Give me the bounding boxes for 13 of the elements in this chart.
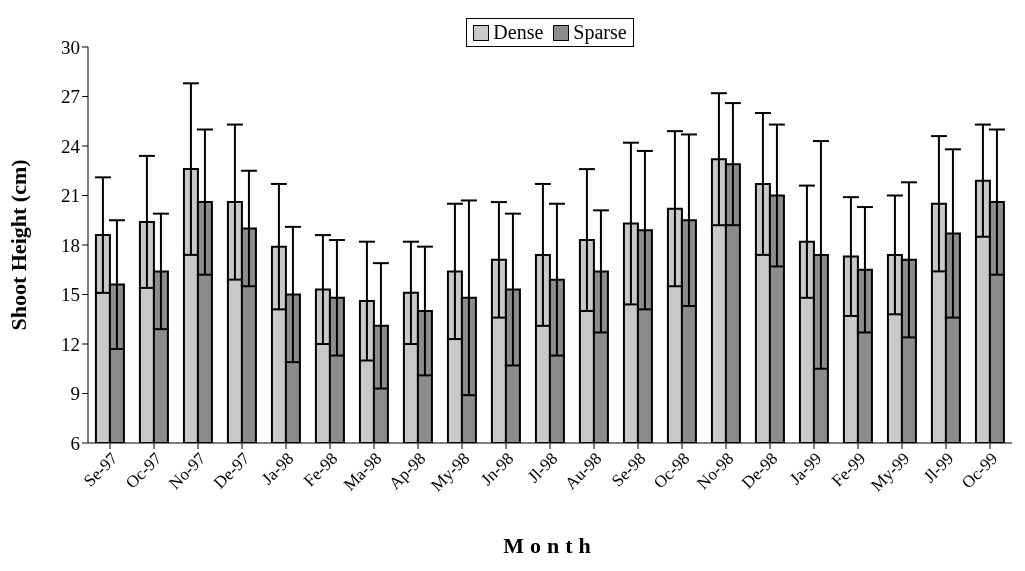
y-tick-label: 15 (61, 284, 80, 306)
y-axis-title: Shoot Height (cm) (5, 159, 31, 331)
legend-label: Dense (492, 21, 544, 44)
y-tick-label: 9 (70, 383, 80, 405)
y-tick-label: 24 (61, 135, 81, 157)
y-tick-label: 30 (61, 36, 80, 58)
legend-label: Sparse (572, 21, 627, 44)
y-tick-label: 18 (61, 234, 80, 256)
y-tick-label: 27 (61, 86, 80, 108)
x-axis-title: Month (503, 533, 597, 558)
y-tick-label: 21 (61, 185, 80, 207)
y-tick-label: 6 (70, 432, 80, 454)
y-tick-label: 12 (61, 333, 80, 355)
